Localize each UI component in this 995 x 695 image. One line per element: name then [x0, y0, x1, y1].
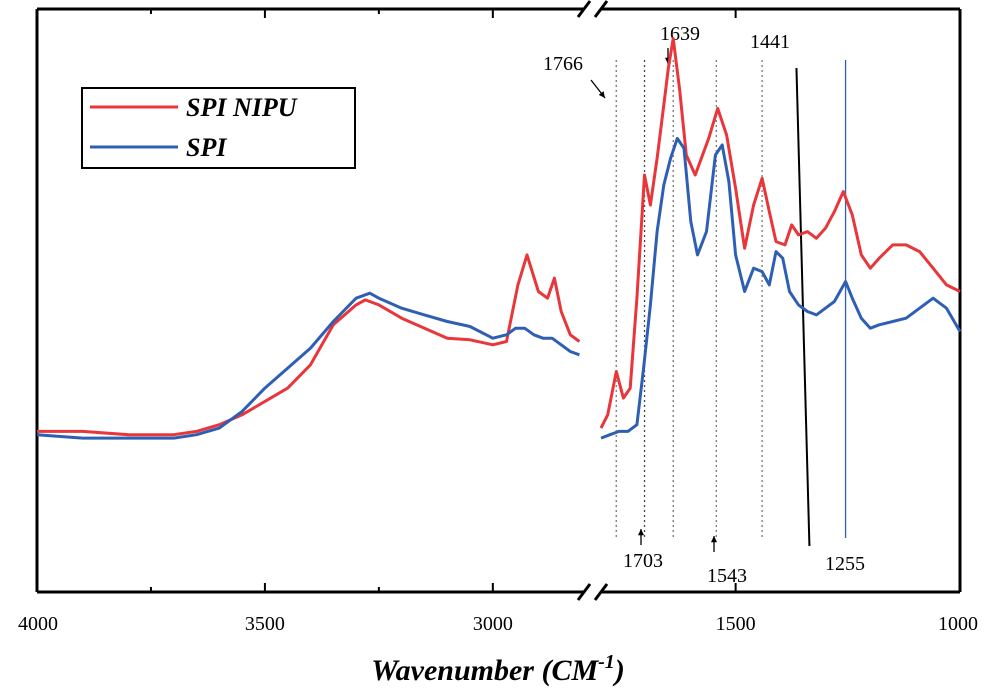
x-tick-label-1000: 1000	[938, 613, 978, 635]
series-line-spi-nipu-seg0	[37, 253, 581, 437]
annotation-arrowhead-1703	[637, 529, 645, 536]
x-tick-label-3500: 3500	[245, 613, 285, 635]
legend: SPI NIPU SPI	[81, 87, 356, 169]
x-tick-label-3000: 3000	[473, 613, 513, 635]
series	[36, 37, 962, 440]
tick-marks	[36, 9, 961, 592]
x-tick-label-4000: 4000	[18, 613, 58, 635]
annotation-arrowhead-1543	[710, 536, 718, 543]
series-line-spi-seg1	[600, 136, 962, 440]
annotation-arrowhead-1766	[598, 91, 605, 98]
annotation-label-1703: 1703	[623, 550, 663, 572]
tick-labels: 4000 3500 3000 1500 1000	[18, 613, 978, 635]
annotations: 1766 1639 1441 1703 1543 1255	[543, 23, 865, 587]
series-line-spi-seg0	[36, 291, 580, 440]
legend-label-spi: SPI	[186, 133, 227, 162]
axis-break-mark-bottom-1	[576, 583, 592, 601]
annotation-label-1441: 1441	[750, 31, 790, 53]
series-line-spi-nipu-seg1	[599, 37, 961, 429]
annotation-label-1255: 1255	[825, 553, 865, 575]
x-tick-label-1500: 1500	[716, 613, 756, 635]
x-axis-label: Wavenumber (CM-1)	[371, 651, 625, 687]
x-axis-label-main: Wavenumber (CM	[371, 654, 599, 687]
axis-break-mark-top-1	[576, 0, 592, 18]
annotation-label-1639: 1639	[660, 23, 700, 45]
legend-box	[81, 87, 356, 169]
annotation-label-1543: 1543	[707, 565, 747, 587]
axis-break-mark-top-2	[593, 0, 609, 18]
annotation-label-1766: 1766	[543, 53, 583, 75]
axis-break-mark-bottom-2	[593, 583, 609, 601]
legend-label-spi-nipu: SPI NIPU	[186, 93, 298, 122]
x-axis-label-close: )	[612, 654, 625, 687]
x-axis-label-sup: -1	[598, 651, 615, 673]
